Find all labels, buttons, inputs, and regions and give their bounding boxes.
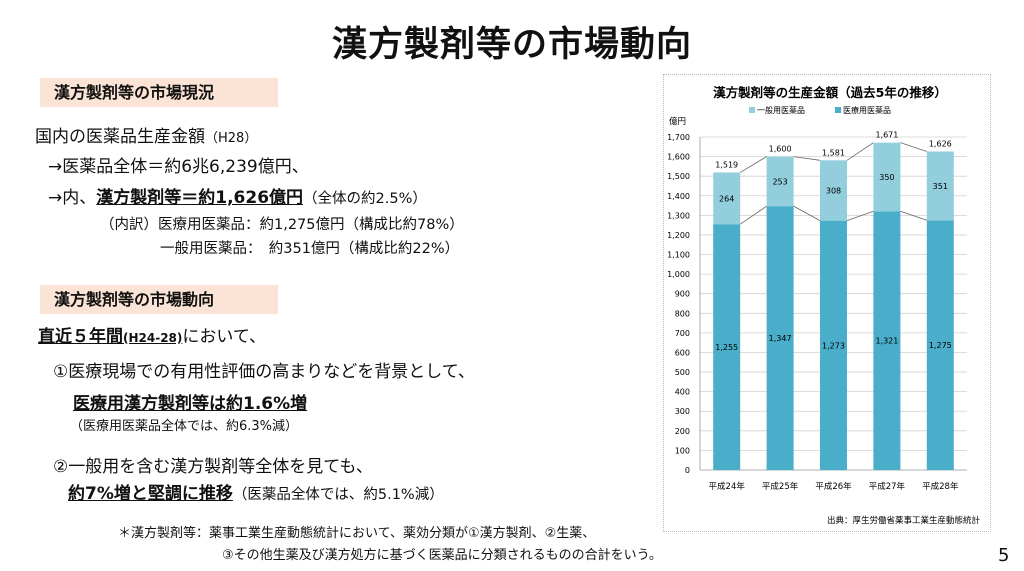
data-label-medical: 1,347 [769, 334, 792, 343]
bar-medical [820, 220, 847, 470]
bar-medical [926, 220, 954, 470]
text-line: ①医療現場での有用性評価の高まりなどを背景として、 [53, 362, 475, 382]
chart-title: 漢方製剤等の生産金額（過去5年の推移） [713, 85, 947, 100]
text-line: （医療用医薬品全体では、約6.3%減） [70, 419, 299, 434]
x-tick-label: 平成25年 [762, 481, 799, 492]
y-tick-label: 1,400 [667, 192, 690, 201]
text: (H24-28) [123, 331, 183, 345]
y-tick-label: 1,200 [667, 231, 690, 240]
y-tick-label: 500 [675, 368, 690, 377]
y-tick-label: 1,700 [667, 133, 690, 142]
bar-medical [713, 224, 741, 470]
data-label-general: 350 [879, 173, 894, 182]
y-tick-label: 600 [675, 348, 690, 357]
note: （H28） [205, 131, 258, 146]
page-number: 5 [998, 545, 1010, 566]
footnote: ＊漢方製剤等：薬事工業生産動態統計において、薬効分類が①漢方製剤、②生薬、 [118, 526, 596, 541]
text-line: ②一般用を含む漢方製剤等全体を見ても、 [53, 457, 373, 477]
data-label-medical: 1,255 [715, 343, 738, 352]
bar-general [873, 142, 901, 212]
note: （全体の約2.5%） [303, 191, 427, 207]
highlight: 漢方製剤等＝約1,626億円 [96, 188, 304, 208]
legend-swatch-general [749, 107, 755, 113]
x-tick-label: 平成24年 [709, 481, 746, 492]
x-tick-label: 平成27年 [869, 481, 906, 492]
y-tick-label: 1,000 [667, 270, 690, 279]
data-label-total: 1,600 [769, 145, 792, 154]
y-axis-label: 億円 [669, 116, 686, 127]
text: →内、 [48, 188, 97, 208]
legend-label-general: 一般用医薬品 [757, 105, 805, 115]
note: （医薬品全体では、約5.1%減） [232, 487, 444, 503]
data-label-general: 351 [933, 182, 948, 191]
data-label-medical: 1,273 [822, 341, 845, 350]
y-tick-label: 100 [675, 446, 690, 455]
bar-medical [873, 211, 901, 470]
bar-general [926, 151, 954, 221]
data-label-general: 264 [719, 194, 734, 203]
text-line: 医療用漢方製剤等は約1.6%増 [73, 394, 308, 414]
page-title: 漢方製剤等の市場動向 [331, 25, 692, 65]
text-line: （内訳）医療用医薬品：約1,275億円（構成比約78%） [100, 217, 464, 233]
highlight: 直近５年間(H24-28) [38, 327, 182, 347]
data-label-medical: 1,321 [875, 337, 898, 346]
data-label-total: 1,581 [822, 148, 845, 157]
text-line: 国内の医薬品生産金額（H28） [35, 122, 257, 147]
bar-medical [766, 206, 794, 470]
data-label-total: 1,626 [929, 139, 952, 148]
legend-swatch-medical [835, 107, 841, 113]
footnote: ③その他生薬及び漢方処方に基づく医薬品に分類されるものの合計をいう。 [222, 548, 662, 563]
highlight: 約7%増と堅調に推移 [68, 484, 233, 504]
bar-general [820, 160, 847, 221]
text-line: 一般用医薬品： 約351億円（構成比約22%） [160, 241, 460, 257]
bar-general [766, 156, 794, 207]
series-line-medical [739, 205, 927, 225]
text-line: 直近５年間(H24-28)において、 [38, 322, 266, 347]
bar-general [713, 172, 741, 225]
data-label-total: 1,671 [875, 131, 898, 140]
section-header-market-trend: 漢方製剤等の市場動向 [40, 285, 278, 314]
data-label-medical: 1,275 [929, 341, 952, 350]
text: 直近５年間 [38, 327, 123, 347]
text: 国内の医薬品生産金額 [35, 127, 205, 147]
chart-frame [663, 74, 991, 532]
text-line: 約7%増と堅調に推移（医薬品全体では、約5.1%減） [68, 479, 444, 504]
text-line: →医薬品全体＝約6兆6,239億円、 [48, 157, 309, 177]
y-tick-label: 700 [675, 329, 690, 338]
y-tick-label: 0 [685, 466, 690, 475]
data-label-general: 253 [772, 177, 787, 186]
data-label-general: 308 [826, 186, 841, 195]
y-tick-label: 800 [675, 309, 690, 318]
y-tick-label: 1,100 [667, 251, 690, 260]
legend-label-medical: 医療用医薬品 [843, 105, 891, 115]
chart-source: 出典：厚生労働省薬事工業生産動態統計 [827, 515, 981, 526]
text: において、 [182, 327, 267, 347]
y-tick-label: 400 [675, 388, 690, 397]
y-tick-label: 200 [675, 427, 690, 436]
y-tick-label: 1,500 [667, 172, 690, 181]
y-tick-label: 300 [675, 407, 690, 416]
section-header-market-status: 漢方製剤等の市場現況 [40, 78, 278, 107]
text-line: →内、漢方製剤等＝約1,626億円（全体の約2.5%） [48, 183, 427, 208]
x-tick-label: 平成26年 [815, 481, 852, 492]
series-line-total [739, 142, 927, 173]
x-tick-label: 平成28年 [922, 481, 959, 492]
y-tick-label: 1,300 [667, 211, 690, 220]
y-tick-label: 1,600 [667, 153, 690, 162]
data-label-total: 1,519 [715, 160, 738, 169]
y-tick-label: 900 [675, 290, 690, 299]
